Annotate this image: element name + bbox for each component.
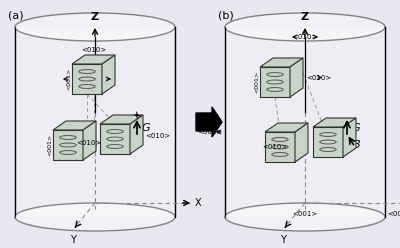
Polygon shape xyxy=(53,130,83,160)
Text: <001>: <001> xyxy=(387,211,400,217)
Polygon shape xyxy=(53,121,96,130)
Text: $B$: $B$ xyxy=(352,138,361,150)
Polygon shape xyxy=(72,64,102,94)
Polygon shape xyxy=(225,27,385,217)
Polygon shape xyxy=(265,123,308,132)
Text: <001>: <001> xyxy=(47,134,52,156)
Text: <010>: <010> xyxy=(292,34,318,40)
Text: <010>: <010> xyxy=(145,133,170,139)
Polygon shape xyxy=(313,118,356,127)
Polygon shape xyxy=(260,67,290,97)
Text: $G$: $G$ xyxy=(141,121,151,133)
Text: <010>: <010> xyxy=(76,140,102,146)
Ellipse shape xyxy=(225,203,385,231)
Polygon shape xyxy=(100,115,143,124)
Text: X: X xyxy=(195,198,202,208)
Polygon shape xyxy=(100,124,130,154)
Ellipse shape xyxy=(15,203,175,231)
Text: Y: Y xyxy=(280,235,286,245)
Ellipse shape xyxy=(225,13,385,41)
Polygon shape xyxy=(290,58,303,97)
Polygon shape xyxy=(72,55,115,64)
Polygon shape xyxy=(343,118,356,157)
Text: <010>: <010> xyxy=(306,74,331,81)
Text: (b): (b) xyxy=(218,10,234,20)
Text: Y: Y xyxy=(70,235,76,245)
Polygon shape xyxy=(83,121,96,160)
Polygon shape xyxy=(313,127,343,157)
Text: <001>: <001> xyxy=(198,129,223,135)
Polygon shape xyxy=(265,132,295,162)
Polygon shape xyxy=(130,115,143,154)
Text: (a): (a) xyxy=(8,10,24,20)
Text: <001>: <001> xyxy=(66,68,71,90)
Polygon shape xyxy=(15,27,175,217)
Text: <010>: <010> xyxy=(81,47,106,53)
Text: <001>: <001> xyxy=(254,71,259,93)
Polygon shape xyxy=(102,55,115,94)
Ellipse shape xyxy=(15,13,175,41)
Text: <010>: <010> xyxy=(262,144,288,150)
Polygon shape xyxy=(295,123,308,162)
Text: Z: Z xyxy=(301,12,309,22)
Text: $G$: $G$ xyxy=(351,121,361,133)
Text: <001>: <001> xyxy=(292,211,318,217)
Polygon shape xyxy=(196,107,222,137)
Text: Z: Z xyxy=(91,12,99,22)
Polygon shape xyxy=(260,58,303,67)
